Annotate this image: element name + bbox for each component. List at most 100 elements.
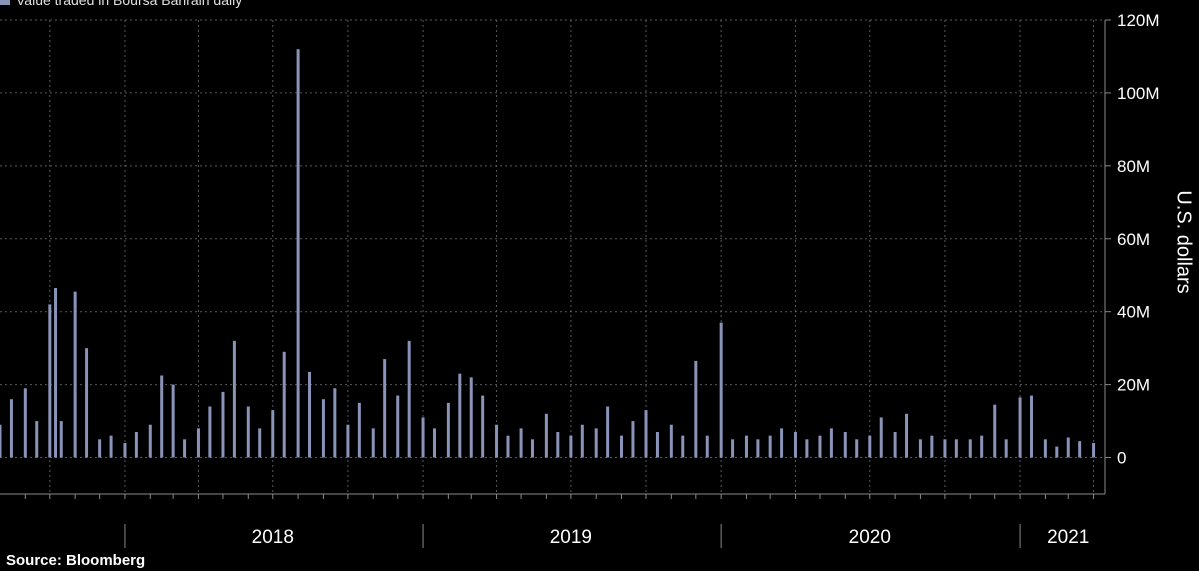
year-label: 2018 <box>252 527 294 548</box>
bar <box>930 435 934 458</box>
bar <box>1055 446 1059 458</box>
bar <box>73 291 77 458</box>
bar <box>744 435 748 458</box>
bar <box>556 432 560 458</box>
bar <box>843 432 847 458</box>
bar <box>620 435 624 458</box>
bar <box>506 435 510 458</box>
bar <box>594 428 598 458</box>
bar <box>396 395 400 458</box>
bar <box>694 360 698 458</box>
bar <box>829 428 833 458</box>
bar <box>446 402 450 458</box>
bar <box>681 435 685 458</box>
bar <box>383 359 387 458</box>
bar <box>246 406 250 458</box>
bar <box>1066 437 1070 458</box>
bar <box>23 388 27 458</box>
bar <box>1029 395 1033 458</box>
bars <box>0 49 1096 458</box>
legend-label: Value traded in Boursa Bahrain daily <box>16 0 243 8</box>
bar <box>855 439 859 458</box>
bar <box>9 399 13 458</box>
bar <box>879 417 883 458</box>
bar <box>756 439 760 458</box>
bar <box>346 424 350 458</box>
y-tick-label: 0 <box>1117 449 1126 468</box>
bar <box>421 417 425 458</box>
bar <box>943 439 947 458</box>
bar <box>918 439 922 458</box>
bar <box>1043 439 1047 458</box>
bar <box>35 421 39 458</box>
bar <box>1018 397 1022 458</box>
bar <box>1004 439 1008 458</box>
bar <box>530 439 534 458</box>
year-label: 2021 <box>1047 527 1089 548</box>
bar <box>868 435 872 458</box>
bar <box>258 428 262 458</box>
bar <box>1092 442 1096 458</box>
bar <box>495 424 499 458</box>
bar <box>232 340 236 458</box>
year-label: 2019 <box>550 527 592 548</box>
bar <box>98 439 102 458</box>
bar <box>905 413 909 458</box>
source-note: Source: Bloomberg <box>6 552 146 569</box>
bar <box>519 428 523 458</box>
bar <box>357 402 361 458</box>
legend: Value traded in Boursa Bahrain daily <box>0 0 242 8</box>
bar <box>171 384 175 458</box>
bar <box>282 351 286 458</box>
bar <box>333 388 337 458</box>
axes: 0 20M 40M 60M 80M 100M 120M 2018 2019 2020 2021 <box>0 11 1160 548</box>
bar <box>768 435 772 458</box>
bar <box>371 428 375 458</box>
bar <box>0 424 2 458</box>
bar <box>580 424 584 458</box>
bar <box>109 435 113 458</box>
bar <box>296 49 300 458</box>
y-tick-label: 80M <box>1117 157 1150 176</box>
y-tick-label: 100M <box>1117 84 1160 103</box>
bar <box>123 442 127 458</box>
bar <box>719 322 723 458</box>
y-tick-label: 120M <box>1117 11 1160 30</box>
y-tick-label: 60M <box>1117 230 1150 249</box>
bar <box>208 406 212 458</box>
bar <box>655 432 659 458</box>
bar <box>407 340 411 458</box>
bar <box>54 287 58 458</box>
bar <box>954 439 958 458</box>
bar <box>818 435 822 458</box>
bar <box>980 435 984 458</box>
bar <box>893 432 897 458</box>
year-label: 2020 <box>849 527 891 548</box>
bar <box>458 373 462 458</box>
bar <box>196 428 200 458</box>
bar <box>59 421 63 458</box>
bar <box>631 421 635 458</box>
bar <box>644 410 648 458</box>
bar <box>669 424 673 458</box>
bar <box>160 375 164 458</box>
y-tick-label: 20M <box>1117 376 1150 395</box>
bar <box>1078 441 1082 458</box>
bar <box>481 395 485 458</box>
y-axis-label: U.S. dollars <box>1172 190 1195 294</box>
bar <box>606 406 610 458</box>
bar <box>993 404 997 458</box>
bar <box>85 348 89 458</box>
grid <box>0 19 1105 494</box>
bar <box>134 432 138 458</box>
bar <box>793 432 797 458</box>
bar <box>705 435 709 458</box>
bar <box>569 435 573 458</box>
bar <box>321 399 325 458</box>
bar <box>432 428 436 458</box>
y-tick-label: 40M <box>1117 303 1150 322</box>
bar <box>48 304 52 458</box>
legend-swatch <box>0 0 10 5</box>
bar <box>731 439 735 458</box>
